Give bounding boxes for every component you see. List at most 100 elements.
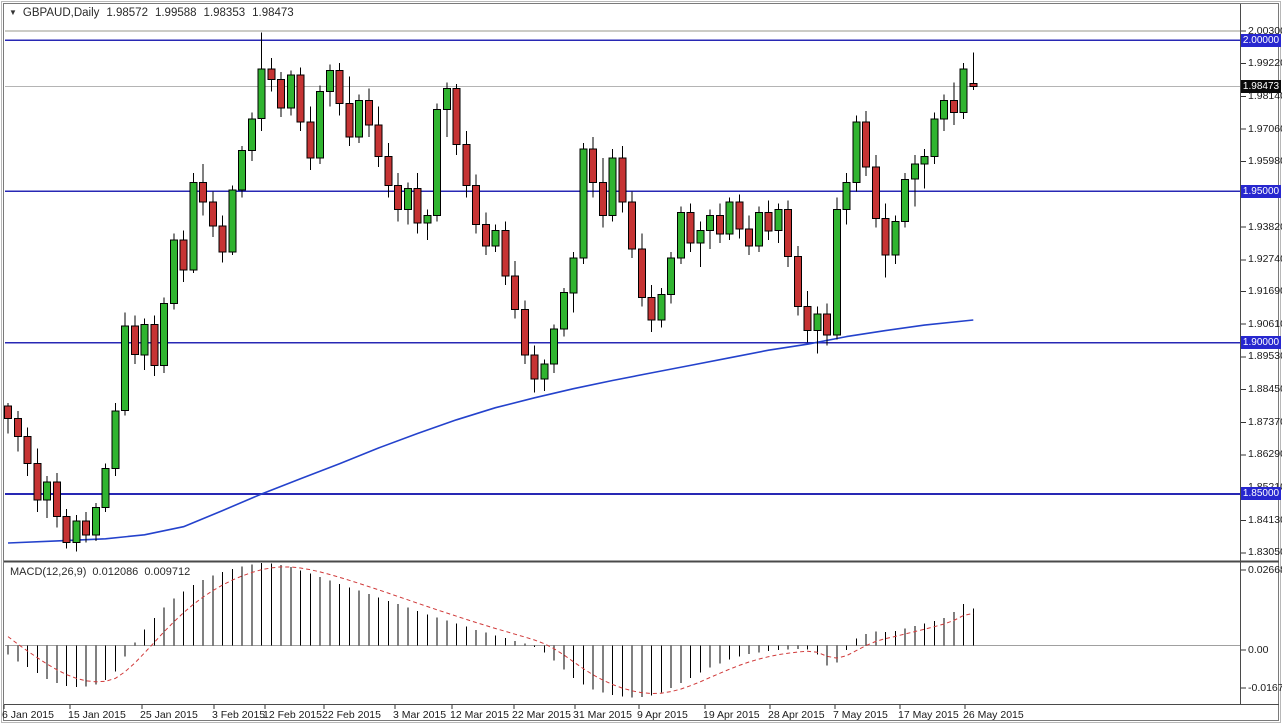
price-tick-label: 1.88450 — [1248, 383, 1282, 396]
price-tick-label: 1.92740 — [1248, 253, 1282, 266]
ohlc-close: 1.98473 — [252, 7, 294, 19]
candle-bearish — [179, 239, 188, 271]
candle-bullish — [676, 212, 685, 259]
candle-bearish — [345, 103, 354, 138]
candle-bearish — [472, 184, 480, 226]
candle-bullish — [579, 148, 588, 259]
candle-bullish — [286, 74, 295, 109]
time-tick-label: 17 May 2015 — [898, 709, 959, 721]
candle-bearish — [637, 248, 646, 298]
price-tick-label: 1.86290 — [1248, 448, 1282, 461]
macd-signal-line — [7, 566, 974, 695]
candle-bearish — [33, 463, 42, 501]
candle-bullish — [813, 313, 822, 331]
candle-bullish — [228, 189, 237, 253]
candle-bullish — [257, 68, 266, 120]
price-level-badge: 1.85000 — [1241, 487, 1281, 501]
price-level-badge: 1.95000 — [1241, 184, 1281, 198]
candle-bearish — [715, 215, 724, 235]
candle-bullish — [706, 215, 714, 232]
candle-bearish — [374, 124, 383, 158]
candle-bullish — [189, 181, 198, 271]
candle-bearish — [520, 308, 529, 356]
candle-bearish — [150, 324, 159, 366]
time-tick-label: 3 Mar 2015 — [393, 709, 447, 721]
price-tick-label: 1.93820 — [1248, 220, 1282, 233]
candle-bearish — [452, 88, 461, 145]
price-tick-label: 1.89530 — [1248, 350, 1282, 363]
macd-main-value: 0.012086 — [92, 566, 139, 578]
price-level-badge: 2.00000 — [1241, 33, 1281, 47]
chart-header: ▼ GBPAUD,Daily 1.98572 1.99588 1.98353 1.9847… — [9, 7, 294, 19]
time-tick-label: 22 Feb 2015 — [322, 709, 381, 721]
candle-bullish — [91, 507, 100, 536]
candle-bullish — [247, 118, 256, 152]
macd-histogram — [7, 563, 974, 698]
time-tick-label: 26 May 2015 — [963, 709, 1024, 721]
time-tick-label: 3 Feb 2015 — [212, 709, 266, 721]
candle-bullish — [725, 201, 734, 235]
candle-bearish — [481, 224, 490, 247]
candle-bearish — [530, 354, 539, 380]
candle-bullish — [355, 100, 363, 138]
candle-bearish — [501, 230, 510, 277]
candle-bearish — [208, 201, 217, 227]
candle-bullish — [140, 324, 149, 356]
price-tick-label: 1.98140 — [1248, 89, 1282, 102]
time-tick-label: 31 Mar 2015 — [573, 709, 632, 721]
price-tick-label: 1.84130 — [1248, 513, 1282, 526]
candle-bullish — [774, 209, 783, 232]
macd-axis-label: -0.016799 — [1248, 681, 1282, 694]
time-tick-label: 9 Apr 2015 — [637, 709, 688, 721]
macd-indicator-label: MACD(12,26,9) 0.012086 0.009712 — [10, 566, 190, 578]
candle-bullish — [940, 100, 948, 120]
candle-bullish — [160, 302, 168, 366]
window-inner-border — [3, 3, 1279, 721]
moving-average-line[interactable] — [7, 319, 974, 544]
candle-bearish — [745, 228, 753, 247]
candle-bullish — [72, 520, 81, 543]
candle-bullish — [559, 292, 568, 330]
candle-bearish — [62, 516, 71, 543]
candle-bearish — [4, 405, 12, 419]
time-tick-label: 15 Jan 2015 — [68, 709, 126, 721]
candle-bullish — [842, 181, 851, 211]
candle-bearish — [686, 212, 695, 244]
candle-bearish — [199, 181, 207, 203]
candle-bullish — [832, 209, 841, 336]
candle-bearish — [618, 157, 627, 203]
candle-bearish — [823, 313, 831, 336]
price-tick-label: 1.85210 — [1248, 482, 1282, 493]
candle-bullish — [657, 293, 666, 321]
candle-bullish — [111, 410, 120, 469]
macd-axis-label: 0.00 — [1248, 643, 1269, 656]
current-price-badge: 1.98473 — [1241, 79, 1281, 93]
candle-bullish — [569, 257, 578, 294]
candle-bullish — [959, 68, 968, 114]
candle-bullish — [423, 215, 432, 224]
price-tick-label: 1.99220 — [1248, 57, 1282, 70]
candle-bearish — [462, 144, 471, 186]
candle-bullish — [930, 118, 939, 158]
candle-bullish — [43, 481, 51, 501]
candle-bearish — [862, 121, 870, 168]
chevron-down-icon[interactable]: ▼ — [9, 8, 17, 17]
candle-bearish — [647, 296, 656, 321]
candle-bearish — [23, 436, 32, 465]
candle-bearish — [296, 74, 305, 123]
candles-group — [4, 32, 978, 552]
candle-bullish — [891, 221, 900, 256]
candle-bullish — [550, 328, 558, 365]
price-tick-label: 1.97060 — [1248, 122, 1282, 135]
price-level-badge: 1.90000 — [1241, 336, 1281, 350]
candle-bearish — [277, 78, 285, 109]
price-tick-label: 1.87370 — [1248, 415, 1282, 428]
candle-bullish — [852, 121, 861, 183]
candle-bullish — [696, 230, 705, 244]
candle-bearish — [628, 201, 636, 250]
candle-bearish — [130, 325, 139, 356]
macd-signal-value: 0.009712 — [144, 566, 191, 578]
candle-bullish — [403, 187, 412, 211]
candle-bullish — [325, 69, 334, 93]
